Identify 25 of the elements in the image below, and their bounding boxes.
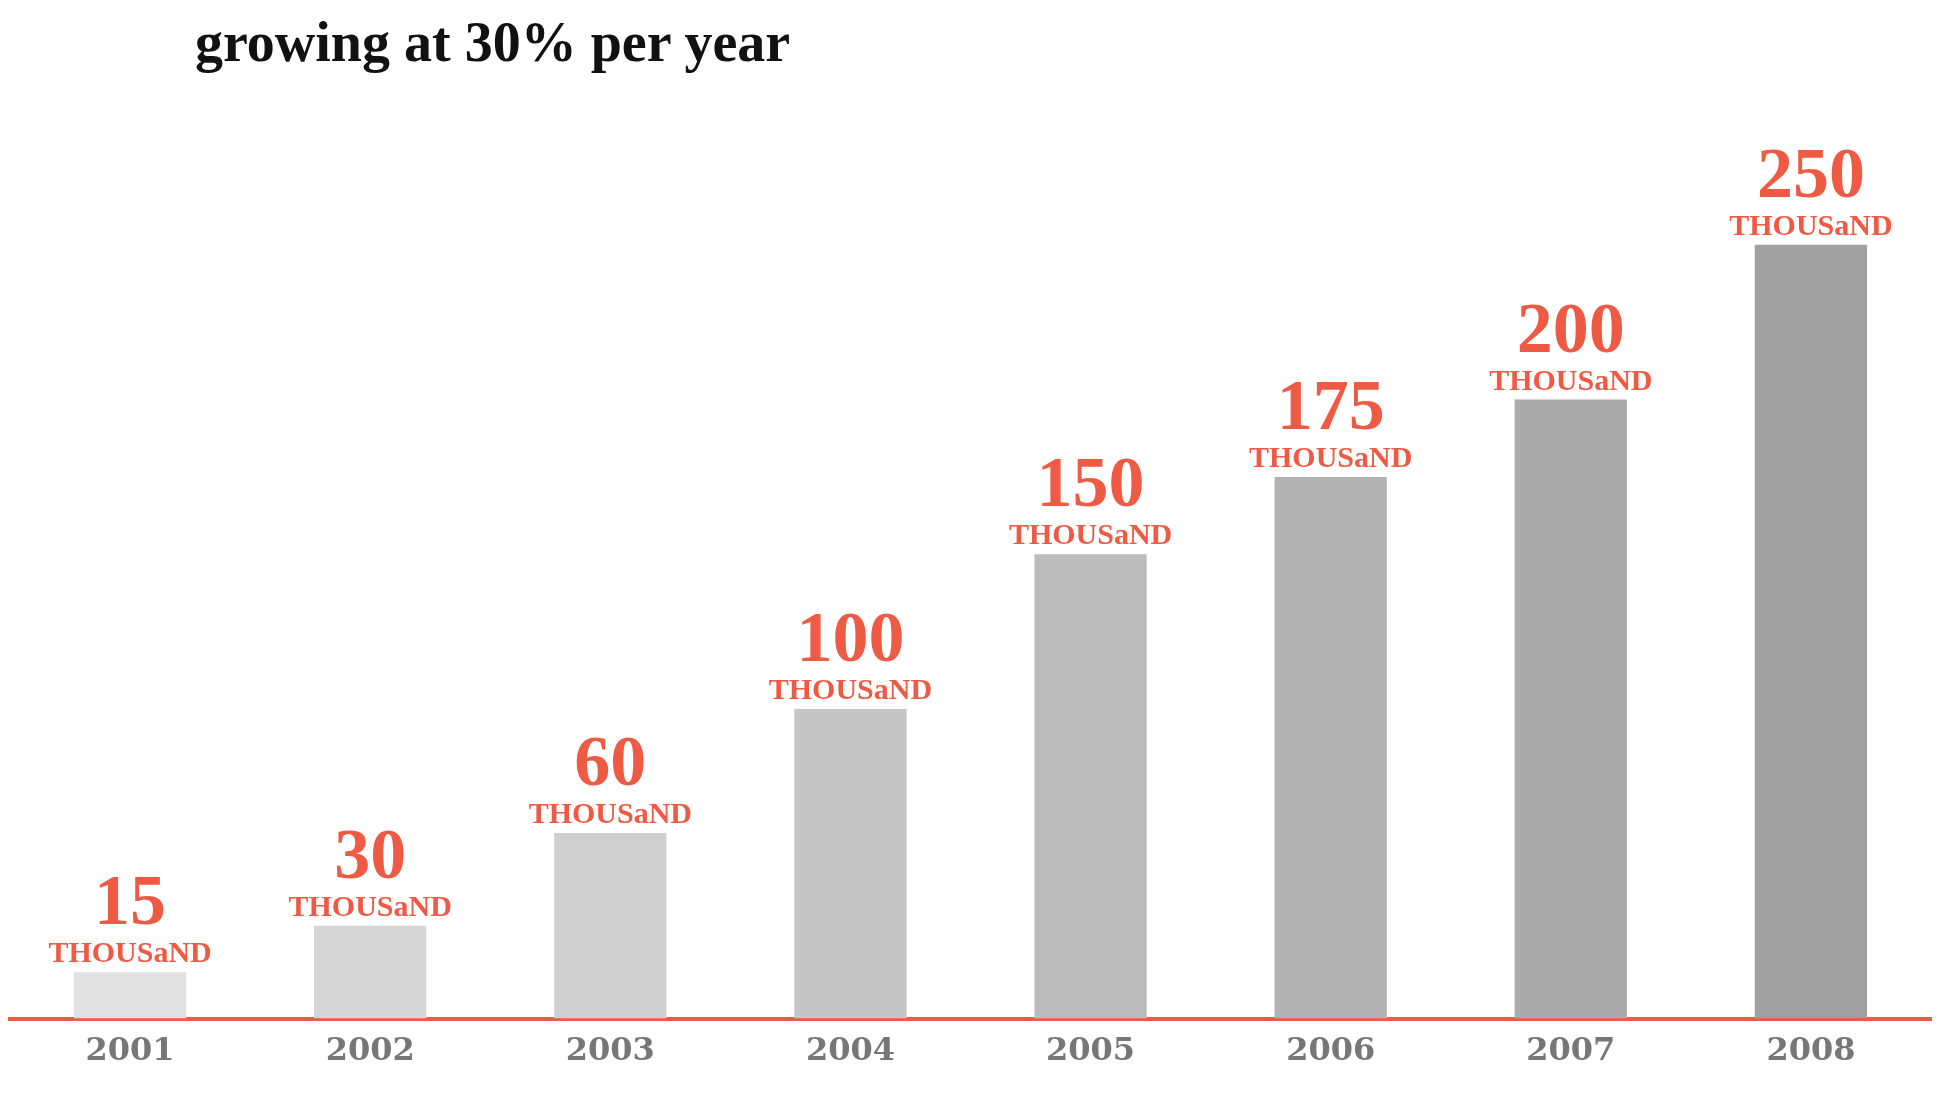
data-label: 15 THOUSaND [48, 860, 212, 969]
x-tick-label: 2008 [1766, 1030, 1856, 1069]
data-label: 30 THOUSaND [288, 813, 452, 922]
bar [554, 832, 667, 1019]
x-tick-label: 2006 [1286, 1030, 1376, 1069]
data-label: 250 THOUSaND [1729, 132, 1893, 241]
data-label: 100 THOUSaND [768, 597, 933, 706]
bar [1514, 399, 1627, 1019]
data-label: 150 THOUSaND [1008, 442, 1173, 551]
bar [314, 925, 427, 1019]
data-label: 175 THOUSaND [1249, 364, 1413, 473]
x-tick-label: 2007 [1526, 1030, 1616, 1069]
bar [1754, 244, 1868, 1019]
bar [794, 709, 907, 1019]
x-tick-label: 2004 [805, 1030, 895, 1069]
x-tick-label: 2002 [325, 1030, 415, 1069]
x-tick-label: 2003 [565, 1030, 655, 1069]
x-tick-label: 2005 [1046, 1030, 1136, 1069]
chart-title: growing at 30% per year [194, 10, 792, 75]
bar [1274, 476, 1387, 1019]
x-tick-label: 2001 [85, 1030, 175, 1069]
data-label: 200 THOUSaND [1489, 287, 1653, 396]
bar [73, 972, 187, 1019]
bar [1034, 554, 1147, 1019]
data-label: 60 THOUSaND [528, 720, 692, 829]
